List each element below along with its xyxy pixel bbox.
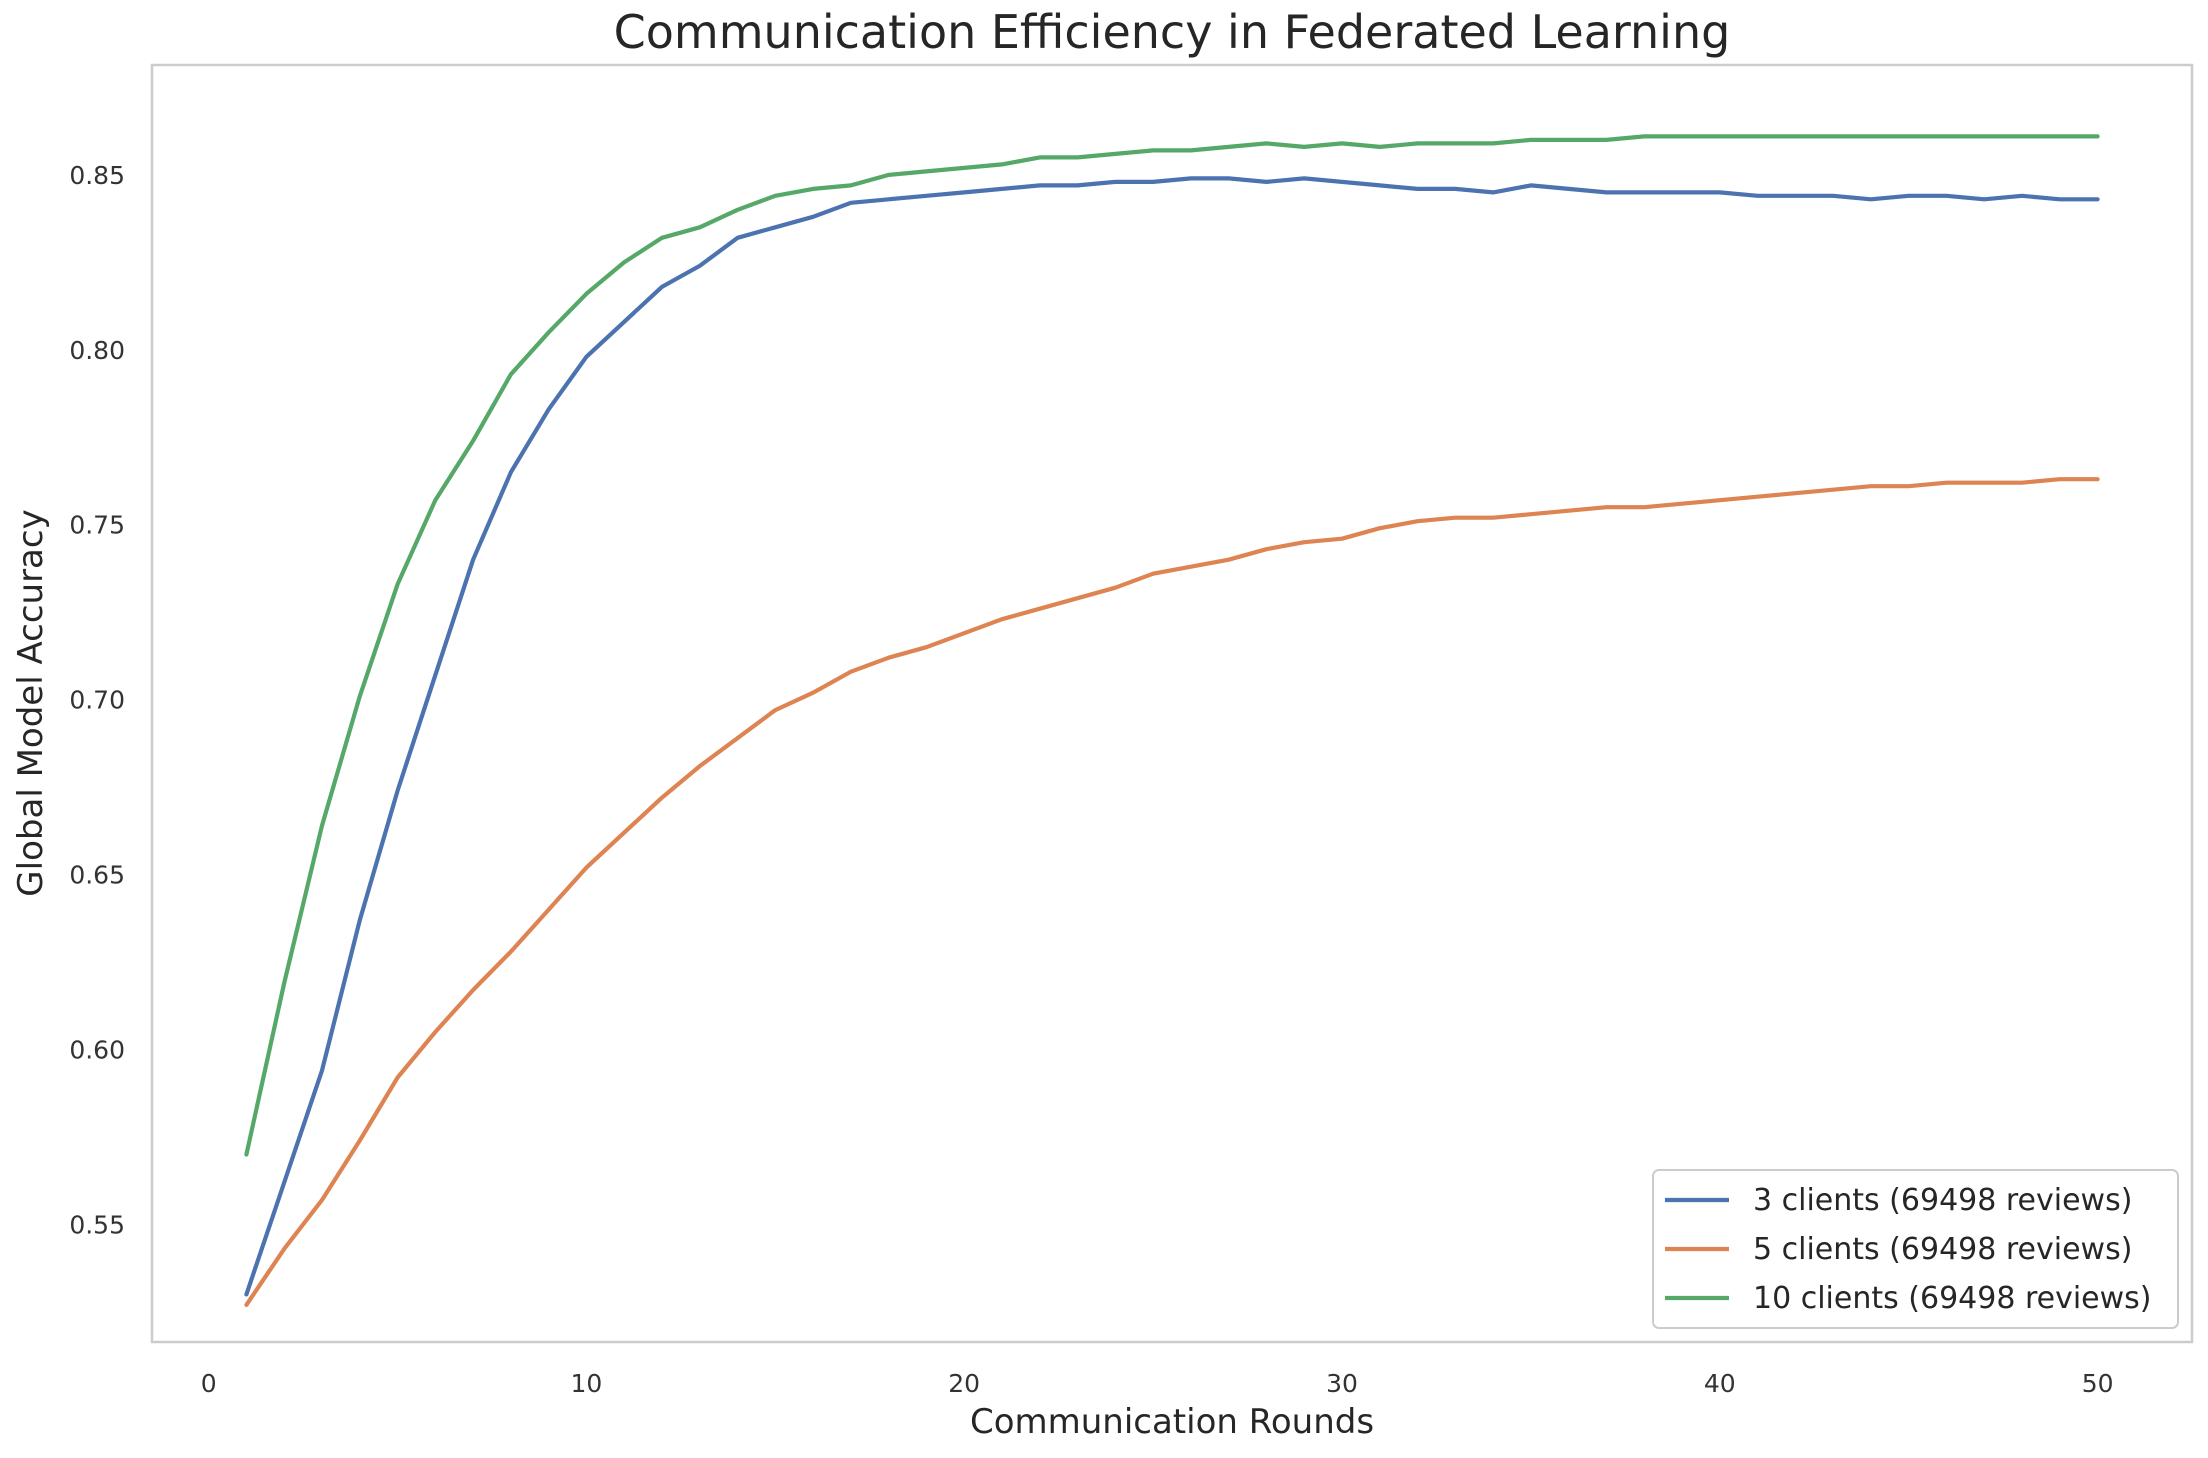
x-tick-label: 40: [1704, 1369, 1736, 1398]
x-axis-ticks: 0 10 20 30 40 50: [201, 1369, 2114, 1398]
legend-label-1: 3 clients (69498 reviews): [1753, 1183, 2132, 1218]
chart-title: Communication Efficiency in Federated Le…: [614, 5, 1731, 59]
plot-area: [244, 134, 2100, 1307]
legend: 3 clients (69498 reviews) 5 clients (6949…: [1652, 1169, 2179, 1329]
x-tick-label: 0: [201, 1369, 217, 1398]
y-axis-ticks: 0.55 0.60 0.65 0.70 0.75 0.80 0.85: [69, 161, 125, 1240]
y-tick-label: 0.85: [69, 161, 125, 190]
legend-box: [1652, 1169, 2179, 1329]
plot-frame: [150, 63, 2194, 1344]
y-tick-label: 0.70: [69, 686, 125, 715]
y-tick-label: 0.65: [69, 861, 125, 890]
x-tick-label: 20: [948, 1369, 980, 1398]
legend-label-2: 5 clients (69498 reviews): [1753, 1232, 2132, 1267]
x-tick-label: 50: [2082, 1369, 2114, 1398]
y-tick-label: 0.75: [69, 511, 125, 540]
x-tick-label: 10: [570, 1369, 602, 1398]
y-tick-label: 0.60: [69, 1036, 125, 1065]
y-axis-title: Global Model Accuracy: [11, 509, 51, 896]
x-axis-title: Communication Rounds: [970, 1402, 1374, 1442]
series-line-3: [244, 134, 2100, 1157]
legend-label-3: 10 clients (69498 reviews): [1753, 1281, 2152, 1316]
x-tick-label: 30: [1326, 1369, 1358, 1398]
series-line-2: [244, 477, 2100, 1307]
y-tick-label: 0.55: [69, 1210, 125, 1239]
y-tick-label: 0.80: [69, 336, 125, 365]
series-line-1: [244, 176, 2100, 1297]
